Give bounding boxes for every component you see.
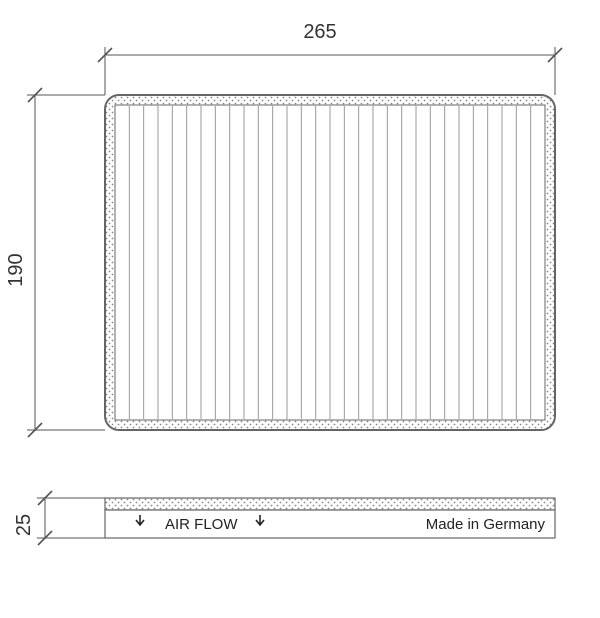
origin-text: Made in Germany — [426, 516, 546, 533]
height-dimension-text: 190 — [5, 253, 27, 286]
airflow-text: AIR FLOW — [165, 516, 238, 533]
filter-side-top-band — [105, 498, 555, 510]
depth-dimension-text: 25 — [13, 514, 35, 536]
width-dimension-text: 265 — [303, 21, 336, 43]
